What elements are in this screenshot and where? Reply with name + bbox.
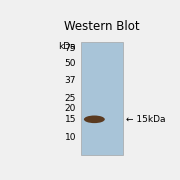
Text: 50: 50	[65, 59, 76, 68]
Text: ← 15kDa: ← 15kDa	[126, 115, 166, 124]
Text: 15: 15	[65, 115, 76, 124]
Text: Western Blot: Western Blot	[64, 20, 140, 33]
Text: 10: 10	[65, 133, 76, 142]
Text: 25: 25	[65, 94, 76, 103]
Text: 37: 37	[65, 76, 76, 85]
Text: kDa: kDa	[58, 42, 76, 51]
Ellipse shape	[84, 116, 105, 123]
Bar	[81, 42, 123, 155]
Text: 20: 20	[65, 104, 76, 113]
Text: 75: 75	[65, 44, 76, 53]
